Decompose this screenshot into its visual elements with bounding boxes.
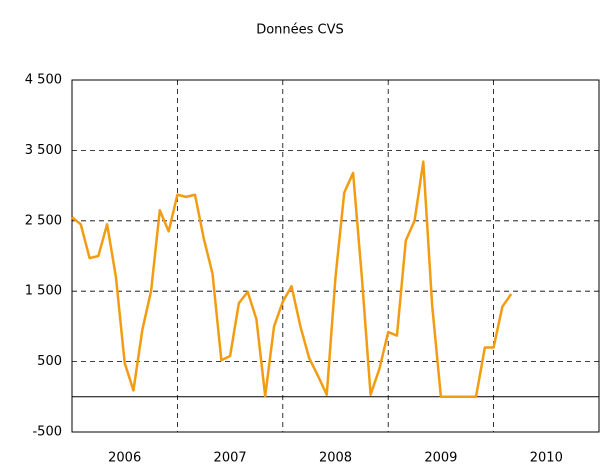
x-tick-label: 2008: [319, 451, 352, 466]
y-tick-label: 2 500: [25, 213, 62, 228]
data-line: [71, 160, 513, 399]
x-tick-label: 2007: [214, 451, 247, 466]
x-tick-label: 2009: [424, 451, 457, 466]
plot-frame: [71, 79, 600, 433]
x-tick-label: 2010: [530, 451, 563, 466]
y-tick-label: 4 500: [25, 73, 62, 88]
x-tick-label: 2006: [108, 451, 141, 466]
y-tick-label: -500: [32, 425, 62, 440]
y-tick-label: 500: [37, 354, 62, 369]
y-tick-label: 3 500: [25, 143, 62, 158]
y-tick-label: 1 500: [25, 284, 62, 299]
chart-title: Données CVS: [256, 23, 344, 38]
